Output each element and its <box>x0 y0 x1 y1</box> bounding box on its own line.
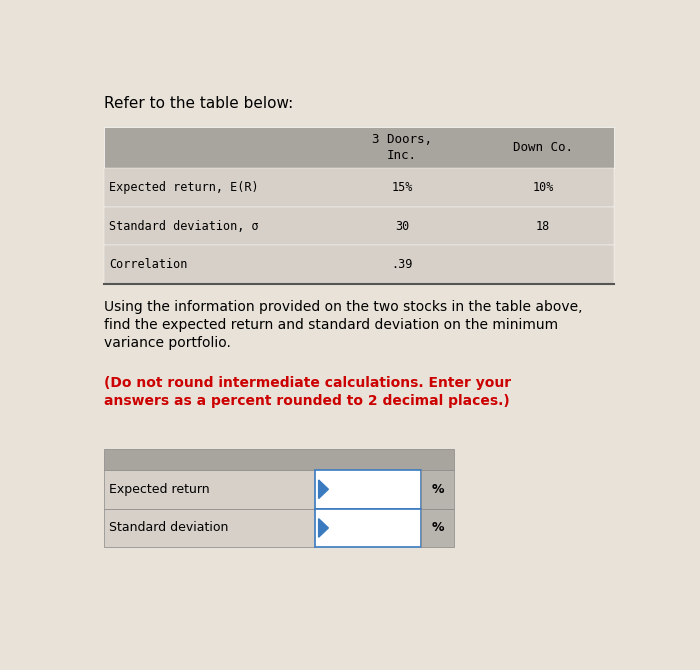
Bar <box>104 168 614 207</box>
Bar <box>104 245 614 284</box>
Text: (Do not round intermediate calculations. Enter your
answers as a percent rounded: (Do not round intermediate calculations.… <box>104 376 511 409</box>
Text: Correlation: Correlation <box>109 259 188 271</box>
Text: 30: 30 <box>395 220 409 232</box>
Text: Standard deviation, σ: Standard deviation, σ <box>109 220 259 232</box>
Text: Expected return: Expected return <box>109 483 210 496</box>
Polygon shape <box>318 519 328 537</box>
Text: Using the information provided on the two stocks in the table above,
find the ex: Using the information provided on the tw… <box>104 299 582 350</box>
Bar <box>421 470 454 509</box>
Bar <box>104 127 614 168</box>
Bar <box>315 470 421 509</box>
Bar <box>104 470 315 509</box>
Text: Down Co.: Down Co. <box>513 141 573 154</box>
Text: Expected return, E(R): Expected return, E(R) <box>109 181 259 194</box>
Text: Refer to the table below:: Refer to the table below: <box>104 96 293 111</box>
Text: Standard deviation: Standard deviation <box>109 521 229 535</box>
Bar <box>315 509 421 547</box>
Text: %: % <box>431 521 444 535</box>
Bar <box>104 509 315 547</box>
Text: 10%: 10% <box>533 181 554 194</box>
Text: 18: 18 <box>536 220 550 232</box>
Text: %: % <box>431 483 444 496</box>
Polygon shape <box>318 480 328 498</box>
Bar <box>104 449 454 470</box>
Text: 15%: 15% <box>391 181 413 194</box>
Text: 3 Doors,
Inc.: 3 Doors, Inc. <box>372 133 432 162</box>
Text: .39: .39 <box>391 259 413 271</box>
Bar <box>104 207 614 245</box>
Bar <box>421 509 454 547</box>
